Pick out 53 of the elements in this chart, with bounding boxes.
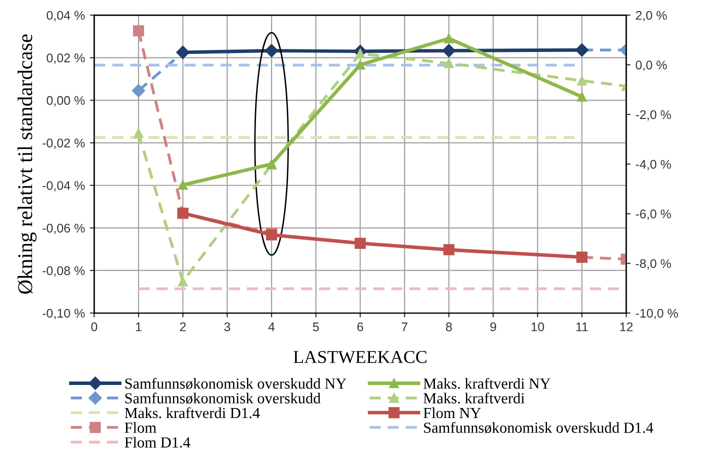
point <box>577 92 587 102</box>
x-tick-label: 9 <box>490 322 496 332</box>
point <box>355 48 366 58</box>
x-axis-title: LASTWEEKACC <box>294 350 426 364</box>
point <box>577 76 587 86</box>
x-tick-label: 3 <box>224 322 230 332</box>
legend-label: Samfunnsøkonomisk overskudd <box>125 392 321 404</box>
y-tick-label: 0,04 % <box>46 10 85 22</box>
point <box>178 180 188 190</box>
point <box>444 34 454 44</box>
legend-label: Maks. kraftverdi NY <box>423 378 550 389</box>
x-tick-label: 7 <box>402 322 408 332</box>
legend-label: Samfunnsøkonomisk overskudd NY <box>125 378 346 390</box>
y2-tick-label: -8,0 % <box>636 259 671 270</box>
legend-label: Flom <box>124 422 156 433</box>
y-tick-label: -0,10 % <box>42 308 85 320</box>
y-tick-label: 0,02 % <box>46 54 85 64</box>
point <box>264 44 278 58</box>
y-tick-label: -0,06 % <box>42 224 85 234</box>
point <box>132 25 144 36</box>
point <box>134 128 144 138</box>
y-tick-label: -0,02 % <box>42 138 85 149</box>
y2-tick-label: 2,0 % <box>636 10 667 22</box>
x-tick-label: 12 <box>620 322 633 332</box>
point <box>442 44 456 58</box>
y2-tick-label: -2,0 % <box>636 110 671 121</box>
x-tick-label: 6 <box>357 322 364 332</box>
legend-label: Maks. kraftverdi D1.4 <box>124 407 260 418</box>
legend-label: Flom NY <box>423 407 481 418</box>
x-tick-label: 11 <box>576 322 588 332</box>
x-tick-label: 0 <box>91 322 98 332</box>
point <box>178 276 188 286</box>
point <box>443 244 454 256</box>
y2-tick-label: -6,0 % <box>636 210 671 220</box>
x-tick-label: 10 <box>532 322 544 332</box>
x-tick-label: 4 <box>268 322 275 332</box>
legend-label: Maks. kraftverdi <box>423 392 525 404</box>
legend-label: Flom D1.4 <box>124 436 190 448</box>
x-tick-label: 5 <box>312 322 319 332</box>
y-tick-label: 0,00 % <box>46 96 85 106</box>
y2-tick-label: 0,0 % <box>636 60 667 71</box>
y2-tick-label: -10,0 % <box>636 308 678 320</box>
x-tick-label: 2 <box>180 322 186 332</box>
y2-tick-label: -4,0 % <box>636 160 671 170</box>
y-tick-label: -0,08 % <box>42 266 85 277</box>
y-tick-label: -0,04 % <box>42 181 85 192</box>
y-axis-title: Økning relativt til standardcase <box>18 34 37 294</box>
point <box>354 238 366 249</box>
legend-label: Samfunnsøkonomisk overskudd D1.4 <box>424 422 654 434</box>
point <box>355 60 366 70</box>
point <box>444 58 454 68</box>
x-tick-label: 8 <box>446 322 452 332</box>
x-tick-label: 1 <box>136 322 142 332</box>
